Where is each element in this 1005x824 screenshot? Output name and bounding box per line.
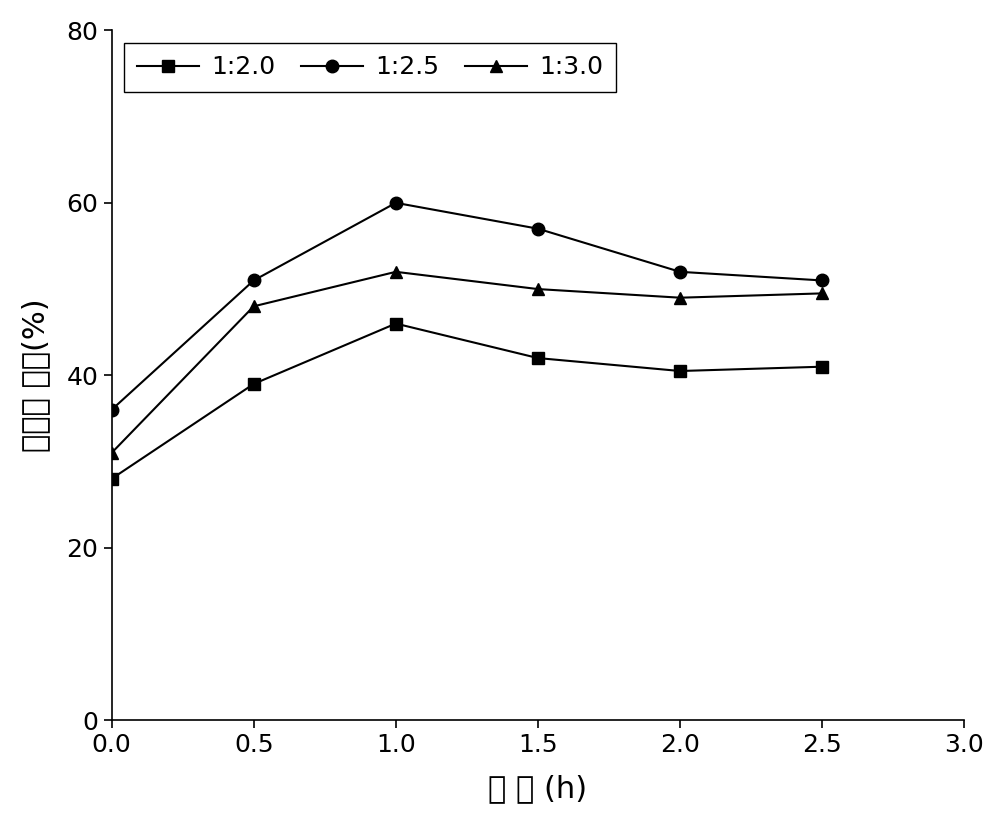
1:2.0: [106, 474, 118, 484]
1:2.0: [390, 319, 402, 329]
1:2.0: [247, 379, 259, 389]
Legend: 1:2.0, 1:2.5, 1:3.0: 1:2.0, 1:2.5, 1:3.0: [124, 43, 616, 91]
Line: 1:2.0: 1:2.0: [106, 317, 828, 485]
1:3.0: [247, 302, 259, 311]
1:3.0: [816, 288, 828, 298]
1:2.5: [532, 224, 544, 234]
1:2.5: [816, 275, 828, 285]
1:2.5: [390, 198, 402, 208]
1:2.5: [106, 405, 118, 414]
1:2.5: [247, 275, 259, 285]
1:2.0: [532, 353, 544, 363]
1:2.5: [674, 267, 686, 277]
Y-axis label: 摩尔转 化率(%): 摩尔转 化率(%): [21, 298, 50, 452]
Line: 1:2.5: 1:2.5: [106, 197, 828, 416]
X-axis label: 时 间 (h): 时 间 (h): [488, 775, 588, 803]
1:3.0: [390, 267, 402, 277]
1:3.0: [674, 293, 686, 302]
Line: 1:3.0: 1:3.0: [106, 265, 828, 459]
1:2.0: [816, 362, 828, 372]
1:2.0: [674, 366, 686, 376]
1:3.0: [532, 284, 544, 294]
1:3.0: [106, 448, 118, 458]
